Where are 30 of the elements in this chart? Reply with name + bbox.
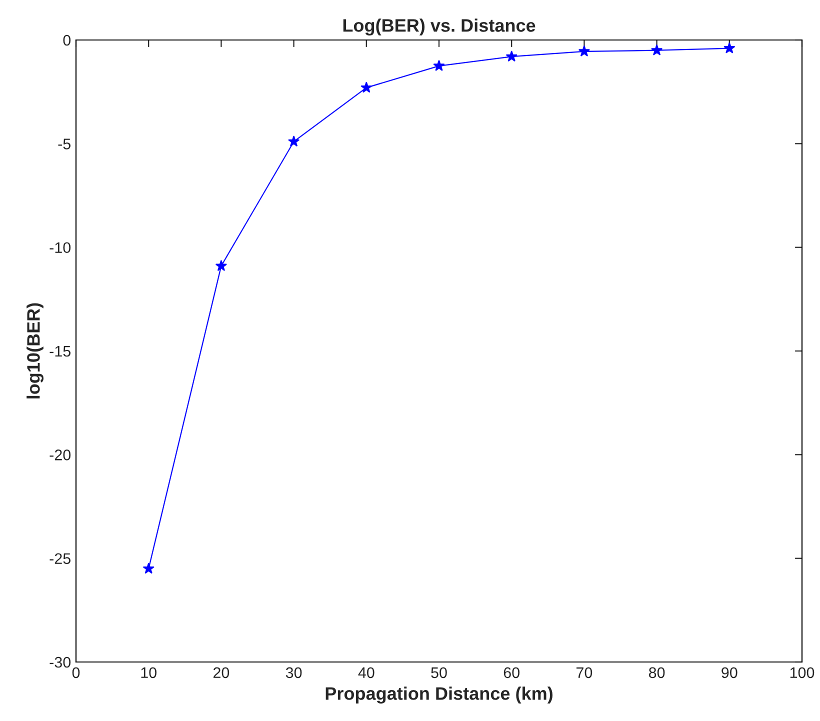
y-axis-title: log10(BER) <box>26 303 44 398</box>
x-tick-label: 80 <box>648 667 665 678</box>
y-tick-label: -20 <box>50 450 71 460</box>
point <box>506 50 518 62</box>
x-tick-label: 100 <box>790 667 814 678</box>
y-tick-label: -25 <box>50 553 70 564</box>
point <box>578 45 590 56</box>
y-tick-label: -30 <box>50 656 71 668</box>
x-tick-label: 0 <box>72 667 80 678</box>
y-tick-label: -10 <box>50 242 71 254</box>
x-tick-label: 30 <box>286 667 302 678</box>
x-tick-label: 60 <box>504 667 520 678</box>
point <box>724 42 736 54</box>
x-tick-label: 10 <box>141 667 156 678</box>
point <box>215 260 228 272</box>
x-axis-title: Propagation Distance (km) <box>326 686 552 704</box>
y-tick-label: 0 <box>63 34 71 46</box>
point <box>650 44 663 56</box>
y-tick-label: -5 <box>58 138 70 150</box>
x-tick-label: 70 <box>576 667 592 678</box>
y-tick-label: -15 <box>50 346 70 357</box>
x-tick-label: 40 <box>358 667 374 678</box>
chart-title: Log(BER) vs. Distance <box>343 18 536 36</box>
point <box>142 562 154 574</box>
point <box>360 82 372 93</box>
point <box>433 60 445 71</box>
x-tick-label: 20 <box>213 667 230 678</box>
point <box>288 136 300 147</box>
x-tick-label: 50 <box>431 667 447 678</box>
x-tick-label: 90 <box>722 667 738 678</box>
